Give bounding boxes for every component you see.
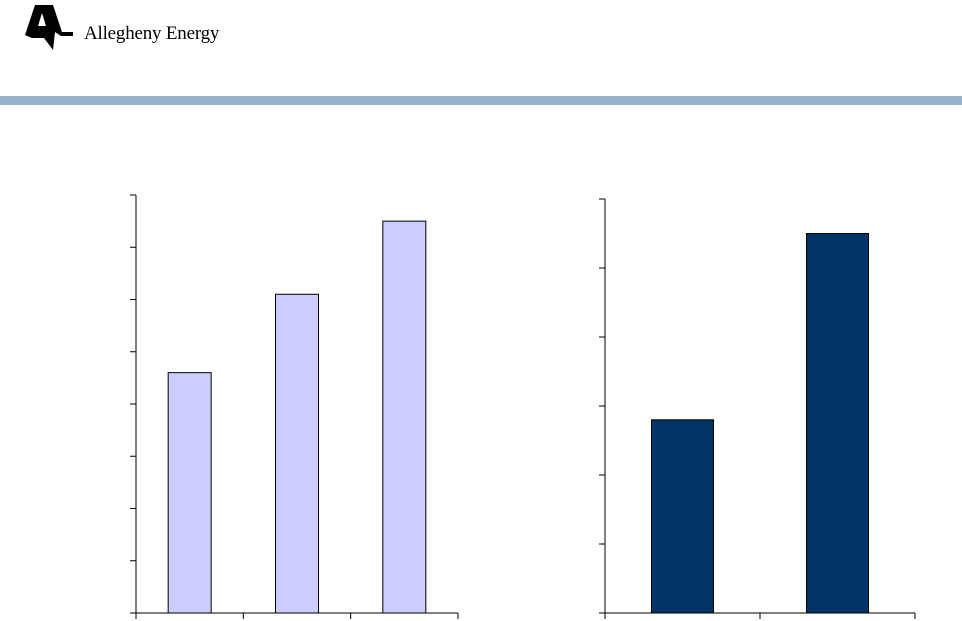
chart-right xyxy=(599,198,916,619)
allegheny-a-logo-icon xyxy=(25,5,73,50)
bar xyxy=(275,293,319,614)
bar xyxy=(382,220,427,614)
header-rule xyxy=(0,96,962,105)
bar xyxy=(806,233,869,614)
bar xyxy=(651,419,714,614)
logo-text: Allegheny Energy xyxy=(84,23,220,44)
bar xyxy=(167,372,212,614)
chart-left xyxy=(130,194,459,619)
